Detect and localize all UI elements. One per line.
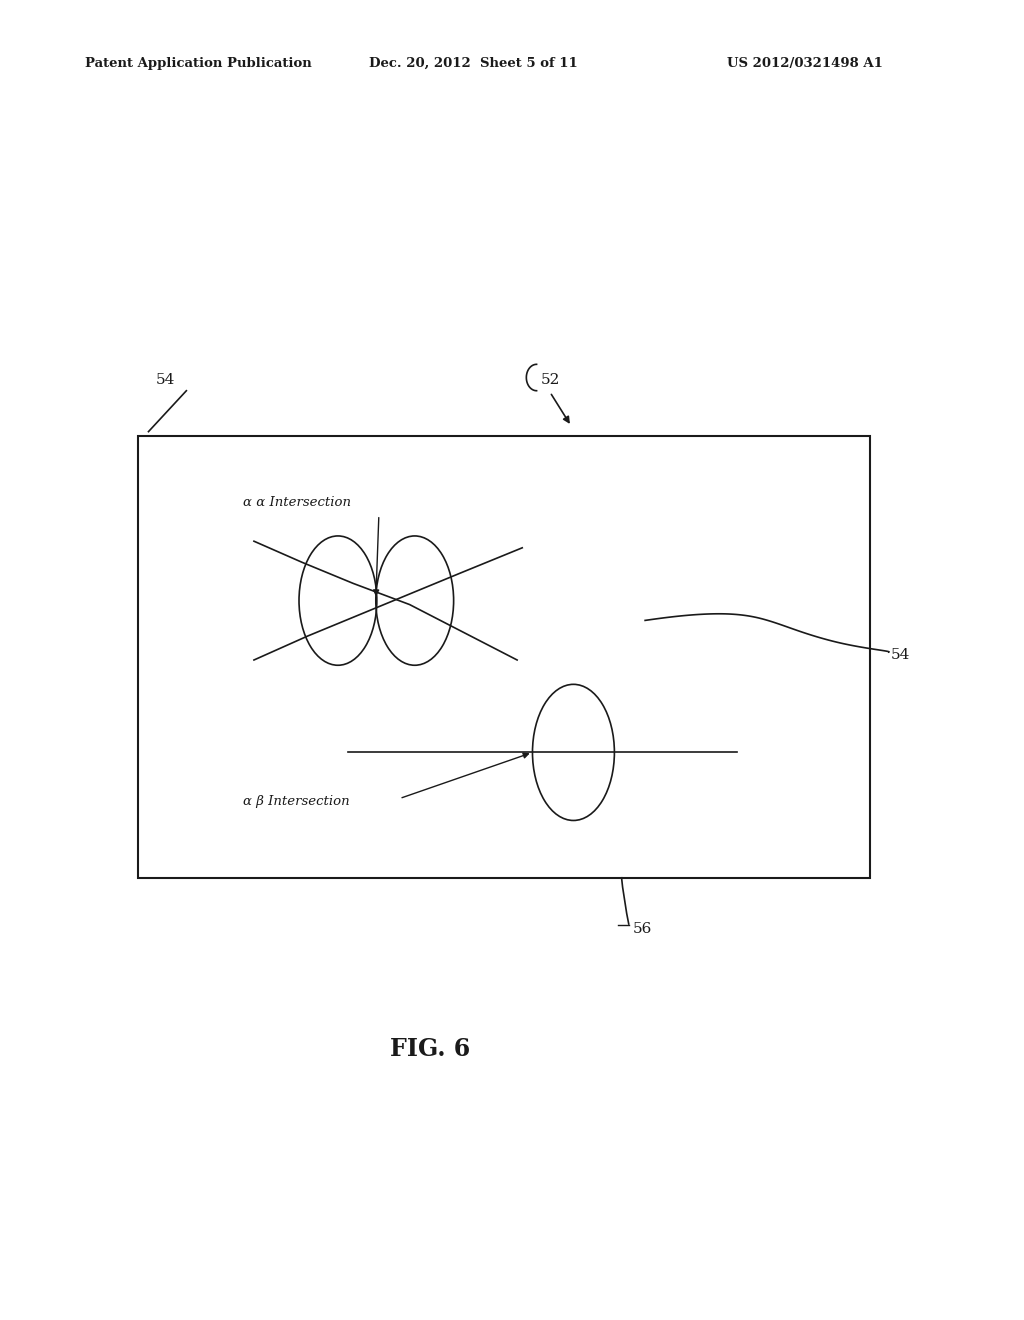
Text: Dec. 20, 2012  Sheet 5 of 11: Dec. 20, 2012 Sheet 5 of 11 <box>369 57 578 70</box>
Text: α β Intersection: α β Intersection <box>243 795 349 808</box>
Text: 56: 56 <box>633 923 652 936</box>
Text: FIG. 6: FIG. 6 <box>390 1038 470 1061</box>
Text: 54: 54 <box>891 648 910 661</box>
Text: α α Intersection: α α Intersection <box>243 495 350 508</box>
Text: Patent Application Publication: Patent Application Publication <box>85 57 311 70</box>
Text: US 2012/0321498 A1: US 2012/0321498 A1 <box>727 57 883 70</box>
Bar <box>138 436 870 878</box>
Text: 54: 54 <box>156 374 175 387</box>
Text: 52: 52 <box>541 374 560 387</box>
